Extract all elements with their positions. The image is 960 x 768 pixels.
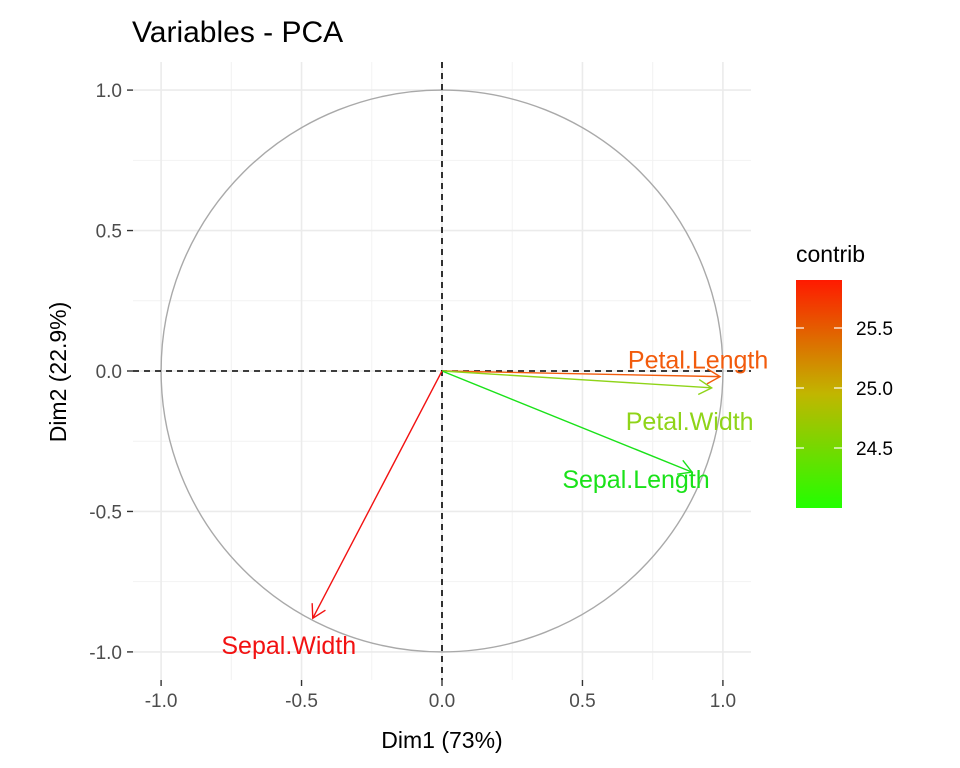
x-tick-label: -0.5 <box>285 691 318 712</box>
x-tick-label: 0.0 <box>429 691 455 712</box>
variable-label-petal-width: Petal.Width <box>626 408 754 436</box>
arrow-shaft <box>441 370 721 378</box>
contrib-legend: contrib 24.5 25.0 25.5 <box>796 241 893 508</box>
legend-tick-label: 24.5 <box>856 439 893 460</box>
variable-label-sepal-width: Sepal.Width <box>221 632 356 660</box>
x-tick-label: -1.0 <box>145 691 178 712</box>
arrow-head <box>697 378 714 396</box>
legend-tick-label: 25.0 <box>856 379 893 400</box>
arrow-head <box>677 459 694 475</box>
arrow-petal-width <box>441 370 714 396</box>
variable-label-petal-length: Petal.Length <box>628 347 768 375</box>
variable-labels: Petal.Length Petal.Width Sepal.Length Sepal… <box>221 347 768 661</box>
variable-label-sepal-length: Sepal.Length <box>562 466 709 494</box>
y-tick-label: -0.5 <box>89 502 122 523</box>
legend-tick-label: 25.5 <box>856 319 893 340</box>
arrow-head <box>311 603 326 620</box>
arrow-sepal-length <box>441 370 694 475</box>
correlation-circle-layer <box>160 89 724 653</box>
x-axis-ticks: -1.0 -0.5 0.0 0.5 1.0 <box>145 680 736 712</box>
legend-colorbar <box>796 280 842 508</box>
arrow-shaft <box>312 370 443 619</box>
arrow-sepal-width <box>311 370 443 620</box>
y-axis-ticks: -1.0 -0.5 0.0 0.5 1.0 <box>89 81 133 664</box>
variable-arrows <box>311 368 722 620</box>
legend-title: contrib <box>796 241 865 267</box>
arrow-shaft <box>441 370 712 389</box>
y-axis-title: Dim2 (22.9%) <box>45 302 71 443</box>
x-tick-label: 0.5 <box>569 691 595 712</box>
x-tick-label: 1.0 <box>710 691 736 712</box>
x-axis-title: Dim1 (73%) <box>381 727 502 753</box>
y-tick-label: 0.5 <box>96 222 122 243</box>
arrow-shaft <box>441 370 693 473</box>
legend-ticks: 24.5 25.0 25.5 <box>796 319 893 460</box>
arrow-petal-length <box>441 368 722 385</box>
y-tick-label: -1.0 <box>89 643 122 664</box>
correlation-circle <box>160 89 724 653</box>
y-tick-label: 1.0 <box>96 81 122 102</box>
y-tick-label: 0.0 <box>96 362 122 383</box>
chart-title: Variables - PCA <box>132 16 343 49</box>
arrow-head <box>706 368 722 385</box>
